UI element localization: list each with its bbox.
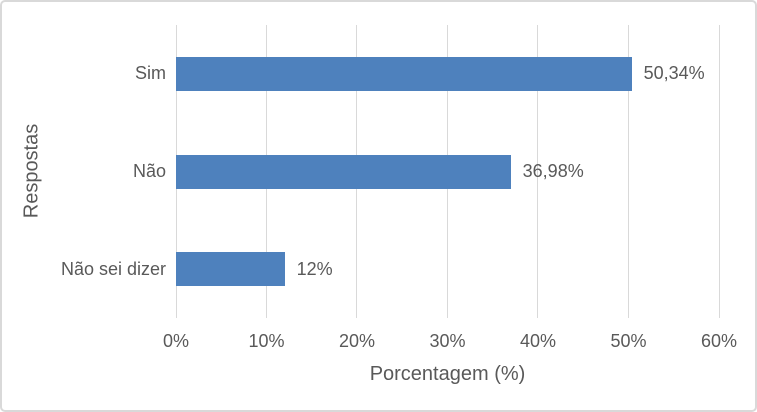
category-label: Não bbox=[132, 161, 166, 181]
gridline bbox=[537, 25, 539, 318]
data-label: 12% bbox=[296, 258, 333, 279]
category-label: Não sei dizer bbox=[60, 258, 166, 279]
bar-row: 12% bbox=[176, 220, 719, 318]
x-tick-label: 0% bbox=[162, 331, 190, 351]
x-tick-label: 40% bbox=[519, 331, 557, 351]
gridline bbox=[718, 25, 720, 318]
category-axis-labels: Sim Não Não sei dizer bbox=[18, 25, 166, 318]
x-axis-tick-labels: 0% 10% 20% 30% 40% 50% 60% bbox=[163, 331, 737, 355]
bar-2[interactable] bbox=[176, 154, 511, 189]
bar-series: 50,34% 36,98% 12% bbox=[176, 25, 719, 318]
data-label: 50,34% bbox=[643, 63, 705, 84]
bar-row: 36,98% bbox=[176, 123, 719, 221]
x-tick-label: 30% bbox=[429, 331, 466, 351]
x-axis-title: Porcentagem (%) bbox=[369, 363, 526, 385]
x-tick-label: 20% bbox=[338, 331, 376, 351]
bar-row: 50,34% bbox=[176, 25, 719, 123]
x-tick-label: 60% bbox=[700, 331, 738, 351]
x-tick-label: 50% bbox=[610, 331, 647, 351]
category-label: Sim bbox=[135, 63, 166, 84]
data-label: 36,98% bbox=[522, 161, 584, 181]
plot-area: 50,34% 36,98% 12% bbox=[175, 25, 720, 318]
bar-3[interactable] bbox=[176, 252, 285, 287]
x-tick-label: 10% bbox=[248, 331, 285, 351]
gridline bbox=[628, 25, 629, 318]
bar-1[interactable] bbox=[176, 56, 632, 91]
